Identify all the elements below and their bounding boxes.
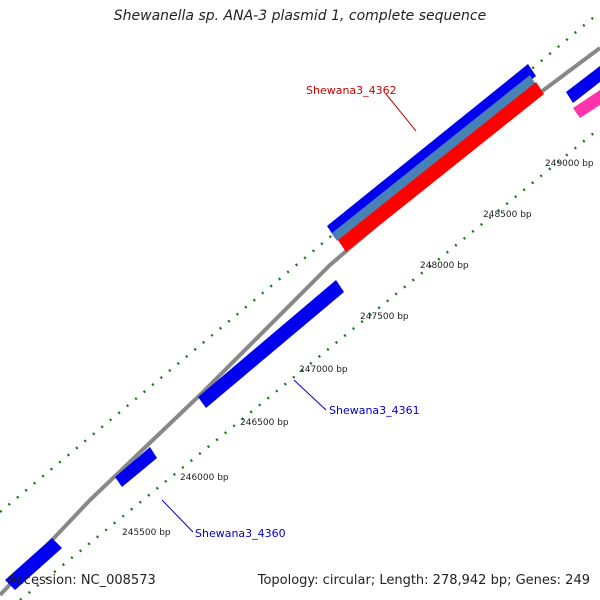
accession-label: Accession: NC_008573 xyxy=(8,573,156,588)
gene-shewana3-4362-forward[interactable] xyxy=(327,64,536,238)
gene-label-shewana3-4360[interactable]: Shewana3_4360 xyxy=(195,527,286,540)
map-title: Shewanella sp. ANA-3 plasmid 1, complete… xyxy=(113,8,487,24)
ruler-label-246500: 246500 bp xyxy=(240,418,289,428)
ruler-label-248000: 248000 bp xyxy=(420,261,469,271)
gc-band-under-4362 xyxy=(332,75,535,241)
gene-shewana3-4361[interactable] xyxy=(198,280,344,408)
gene-label-shewana3-4362[interactable]: Shewana3_4362 xyxy=(306,84,397,97)
topology-summary: Topology: circular; Length: 278,942 bp; … xyxy=(257,573,590,588)
ruler-label-248500: 248500 bp xyxy=(483,210,532,220)
ruler-label-246000: 246000 bp xyxy=(180,473,229,483)
gene-shewana3-4362[interactable] xyxy=(338,82,544,252)
inner-tick-track xyxy=(19,127,600,600)
gene-shewana3-4360[interactable] xyxy=(115,447,157,487)
gene-arrow-far-left[interactable] xyxy=(5,538,62,590)
ruler-label-247000: 247000 bp xyxy=(299,365,348,375)
ruler-label-245500: 245500 bp xyxy=(122,528,171,538)
ruler-label-247500: 247500 bp xyxy=(360,312,409,322)
leader-line-4361 xyxy=(293,379,327,411)
gene-label-shewana3-4361[interactable]: Shewana3_4361 xyxy=(329,404,420,417)
gene-arrow-top-right-pink[interactable] xyxy=(573,90,600,118)
leader-line-4362 xyxy=(385,93,417,132)
leader-line-4360 xyxy=(161,499,194,533)
ruler-label-249000: 249000 bp xyxy=(545,159,594,169)
gene-arrow-top-right-blue[interactable] xyxy=(566,66,600,103)
